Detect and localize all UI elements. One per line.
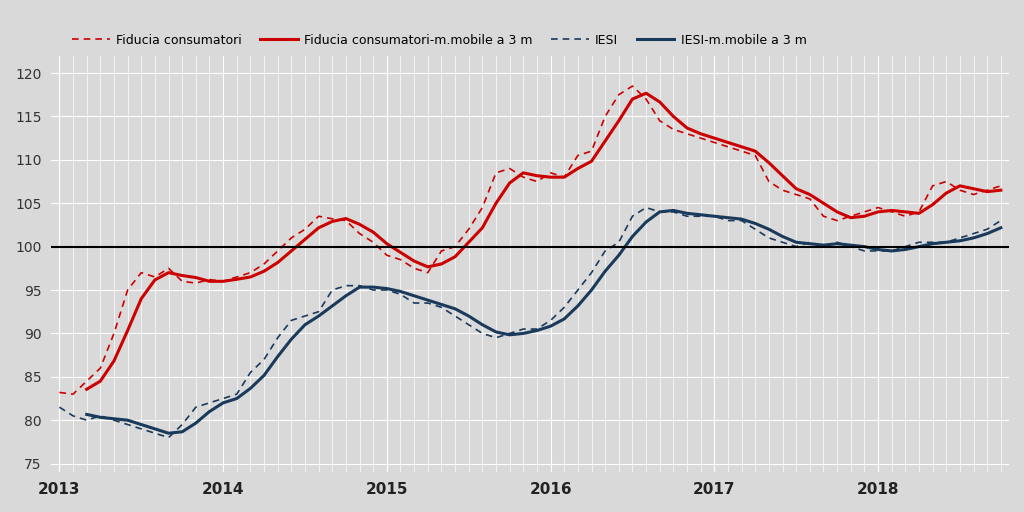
Legend: Fiducia consumatori, Fiducia consumatori-m.mobile a 3 m, IESI, IESI-m.mobile a 3: Fiducia consumatori, Fiducia consumatori… <box>67 29 812 52</box>
